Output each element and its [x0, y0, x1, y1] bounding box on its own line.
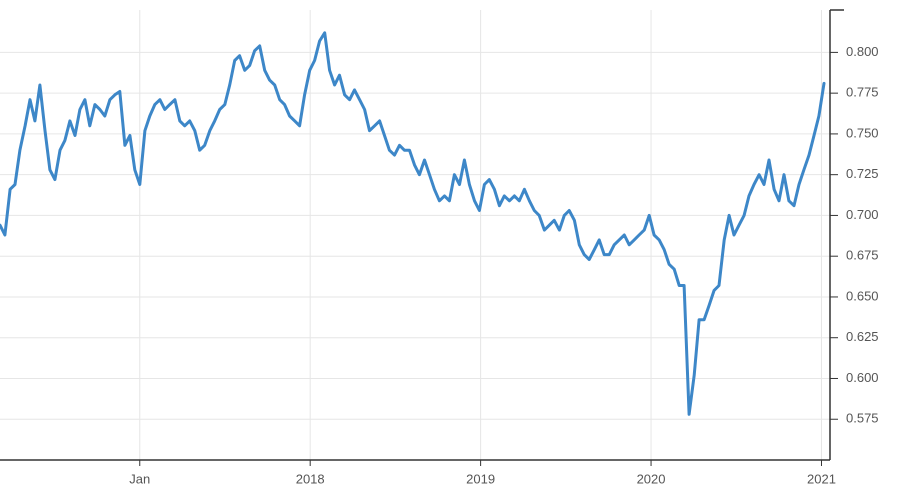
y-tick-label: 0.600 [846, 370, 879, 385]
y-tick-label: 0.675 [846, 248, 879, 263]
y-tick-label: 0.800 [846, 44, 879, 59]
y-tick-label: 0.725 [846, 166, 879, 181]
x-tick-label: 2020 [637, 471, 666, 486]
x-tick-label: 2019 [466, 471, 495, 486]
y-tick-label: 0.625 [846, 329, 879, 344]
y-tick-label: 0.700 [846, 207, 879, 222]
x-tick-label: 2018 [296, 471, 325, 486]
y-tick-label: 0.775 [846, 85, 879, 100]
y-tick-label: 0.575 [846, 411, 879, 426]
line [0, 31, 826, 416]
x-tick-label: Jan [129, 471, 150, 486]
y-tick-label: 0.650 [846, 288, 879, 303]
y-tick-label: 0.750 [846, 125, 879, 140]
x-tick-label: 2021 [807, 471, 836, 486]
